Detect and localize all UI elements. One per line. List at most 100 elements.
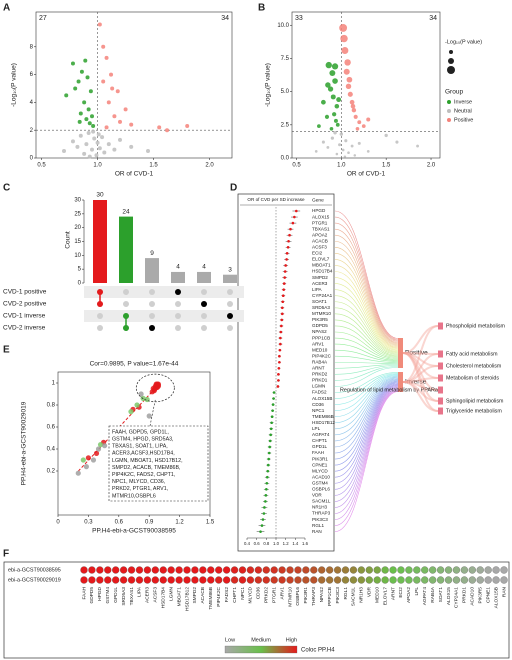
point bbox=[340, 34, 348, 43]
point bbox=[138, 391, 144, 397]
heat-dot bbox=[88, 576, 96, 584]
point bbox=[92, 136, 97, 141]
point-estimate bbox=[281, 300, 285, 304]
heat-dot bbox=[183, 566, 191, 574]
gene-label: PRKD2 bbox=[312, 372, 328, 377]
sankey-link bbox=[334, 253, 399, 346]
point bbox=[118, 119, 122, 124]
point-estimate bbox=[266, 463, 270, 467]
sankey-flow bbox=[402, 352, 439, 367]
column-label: PIK3R5 bbox=[477, 587, 483, 604]
gene-label: PTGR1 bbox=[312, 220, 328, 225]
point-estimate bbox=[288, 233, 291, 237]
column-label: MLYCD bbox=[248, 586, 254, 603]
point bbox=[353, 154, 357, 157]
matrix-dot bbox=[97, 301, 103, 307]
matrix-stripe bbox=[84, 310, 244, 322]
colorbar-label: Medium bbox=[251, 637, 271, 643]
heat-dot bbox=[151, 566, 159, 574]
point bbox=[129, 144, 134, 149]
x-axis-label: OR of CVD-1 bbox=[115, 171, 154, 178]
heat-dot bbox=[397, 566, 405, 574]
point bbox=[101, 44, 106, 49]
x-tick-label: 1.0 bbox=[273, 541, 280, 546]
x-tick-label: 1.5 bbox=[382, 163, 391, 169]
point bbox=[106, 142, 111, 147]
point bbox=[321, 140, 325, 144]
point bbox=[75, 144, 80, 149]
pathway-label: Cholesterol metabolism bbox=[446, 363, 502, 369]
heat-dot bbox=[436, 566, 445, 574]
sankey-link bbox=[334, 379, 399, 448]
point bbox=[102, 150, 107, 155]
heat-dot bbox=[468, 566, 476, 574]
column-label: PPP1CB bbox=[327, 587, 333, 606]
heat-dot bbox=[286, 576, 294, 584]
count-label: 27 bbox=[39, 15, 47, 22]
point bbox=[96, 132, 101, 137]
point-estimate bbox=[284, 264, 287, 267]
gene-label: ECI2 bbox=[312, 251, 323, 256]
point bbox=[94, 153, 99, 158]
gene-label: HSD17B4 bbox=[312, 269, 333, 274]
sankey-link bbox=[334, 372, 399, 399]
size-legend-title: -Log₁₀(P value) bbox=[445, 39, 482, 45]
gene-label: CPNE1 bbox=[312, 462, 328, 467]
sankey-link bbox=[334, 277, 399, 350]
heat-dot bbox=[222, 576, 231, 584]
point bbox=[76, 79, 81, 84]
sankey-link bbox=[334, 380, 399, 454]
heat-dot bbox=[492, 576, 500, 584]
heat-dot bbox=[119, 566, 128, 574]
heat-dot bbox=[191, 566, 199, 574]
point bbox=[101, 79, 106, 84]
point-estimate bbox=[263, 506, 266, 509]
sankey-link bbox=[334, 388, 399, 514]
point bbox=[110, 86, 115, 91]
sankey-link bbox=[334, 373, 399, 405]
pathway-node bbox=[438, 374, 443, 382]
annotation-line: SMPD2, ACACB, TMEM86B, bbox=[112, 465, 181, 471]
column-label: APOA2 bbox=[406, 587, 412, 603]
point bbox=[75, 470, 81, 476]
point bbox=[146, 413, 152, 419]
bar bbox=[119, 216, 133, 283]
heat-dot bbox=[326, 566, 334, 574]
sankey-flow bbox=[402, 381, 439, 412]
bar-value-label: 4 bbox=[176, 264, 180, 271]
bar bbox=[171, 271, 185, 283]
sankey-link bbox=[334, 216, 399, 340]
point-estimate bbox=[267, 457, 271, 461]
sankey-link bbox=[334, 331, 399, 359]
point-estimate bbox=[266, 475, 269, 479]
gene-label: PIK3R1 bbox=[312, 456, 328, 461]
heat-dot bbox=[112, 566, 120, 574]
gene-label: LIPA bbox=[312, 287, 323, 292]
column-label: SOAT1 bbox=[438, 587, 444, 603]
pathway-label: Sphingolipid metabolism bbox=[446, 398, 504, 404]
heat-dot bbox=[373, 576, 381, 584]
point bbox=[82, 100, 87, 105]
matrix-dot bbox=[123, 313, 129, 319]
point-estimate bbox=[287, 239, 290, 243]
x-axis-label: OR of CVD-1 bbox=[347, 171, 386, 178]
column-label: ELOVL7 bbox=[382, 587, 388, 605]
column-label: RAB4A bbox=[430, 586, 436, 603]
y-tick-label: 20 bbox=[74, 225, 81, 231]
heat-dot bbox=[135, 576, 144, 584]
column-label: GPD1L bbox=[113, 587, 119, 603]
point bbox=[324, 114, 330, 119]
x-tick-label: 0.3 bbox=[84, 520, 93, 526]
point bbox=[97, 442, 104, 448]
heat-dot bbox=[349, 576, 358, 584]
point bbox=[84, 117, 89, 122]
sankey-link bbox=[334, 372, 399, 393]
point bbox=[97, 146, 102, 151]
gene-label: ACACB bbox=[312, 238, 328, 243]
heat-dot bbox=[373, 566, 381, 574]
point bbox=[109, 72, 114, 77]
heat-dot bbox=[357, 566, 366, 574]
sankey-link bbox=[334, 361, 399, 364]
sankey-link bbox=[334, 376, 399, 424]
heat-dot bbox=[421, 576, 429, 584]
